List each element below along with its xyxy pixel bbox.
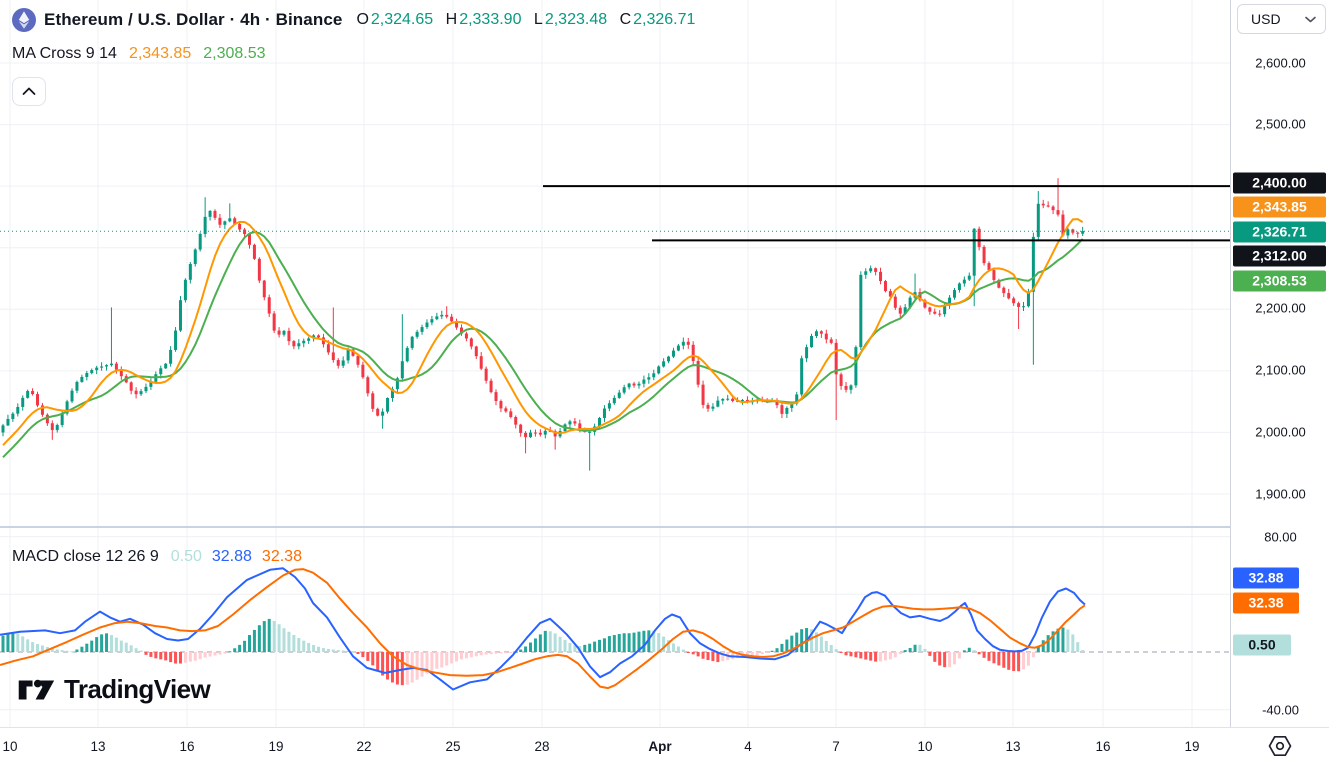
ma-slow-value: 2,308.53 bbox=[203, 45, 266, 62]
tradingview-logo[interactable]: TradingView bbox=[17, 674, 211, 705]
ethereum-icon bbox=[12, 8, 36, 32]
macd-legend[interactable]: MACD close 12 26 9 0.50 32.88 32.38 bbox=[12, 547, 302, 567]
price-axis-label: 2,000.00 bbox=[1255, 424, 1306, 440]
ma-cross-legend[interactable]: MA Cross 9 14 2,343.85 2,308.53 bbox=[12, 44, 266, 64]
open-label: O bbox=[356, 11, 369, 28]
tradingview-logo-icon bbox=[18, 679, 55, 699]
close-value: 2,326.71 bbox=[633, 11, 696, 28]
price-axis-label: 2,200.00 bbox=[1255, 300, 1306, 316]
collapse-legend-button[interactable] bbox=[12, 77, 46, 106]
time-axis-label: 13 bbox=[90, 739, 106, 754]
price-badge: 2,400.00 bbox=[1233, 172, 1326, 194]
price-axis-label: 80.00 bbox=[1264, 529, 1297, 545]
price-badge: 2,326.71 bbox=[1233, 221, 1326, 243]
currency-label: USD bbox=[1251, 11, 1281, 27]
ohlc-values: O 2,324.65 H 2,333.90 L 2,323.48 C 2,326.71 bbox=[356, 11, 697, 29]
macd-hist-value: 0.50 bbox=[170, 548, 202, 565]
pane-separator[interactable] bbox=[0, 526, 1329, 528]
price-axis-label: 2,500.00 bbox=[1255, 116, 1306, 132]
price-badge: 2,343.85 bbox=[1233, 196, 1326, 218]
time-axis-label: 19 bbox=[268, 739, 284, 754]
time-axis-label: 10 bbox=[2, 739, 18, 754]
price-axis-label: -40.00 bbox=[1262, 702, 1299, 718]
currency-dropdown[interactable]: USD bbox=[1237, 4, 1326, 34]
time-axis-label: 25 bbox=[445, 739, 461, 754]
tradingview-logo-text: TradingView bbox=[64, 674, 211, 704]
macd-line-value: 32.88 bbox=[211, 548, 252, 565]
price-axis-label: 2,600.00 bbox=[1255, 55, 1306, 71]
price-badge: 2,308.53 bbox=[1233, 270, 1326, 292]
time-axis-settings-button[interactable] bbox=[1265, 731, 1295, 761]
low-label: L bbox=[533, 11, 543, 28]
price-axis[interactable]: USD 2,600.00 2,500.00 2,200.00 2,100.00 2,00… bbox=[1230, 0, 1329, 769]
high-label: H bbox=[445, 11, 458, 28]
time-axis-label: 16 bbox=[179, 739, 195, 754]
time-axis-label: 28 bbox=[534, 739, 550, 754]
time-axis-label: 10 bbox=[917, 739, 933, 754]
macd-label: MACD close 12 26 9 bbox=[12, 548, 159, 565]
time-axis-label: 7 bbox=[832, 739, 840, 754]
price-axis-label: 1,900.00 bbox=[1255, 486, 1306, 502]
close-label: C bbox=[619, 11, 632, 28]
macd-signal-value: 32.38 bbox=[261, 548, 302, 565]
open-value: 2,324.65 bbox=[370, 11, 434, 28]
low-value: 2,323.48 bbox=[544, 11, 608, 28]
symbol-title[interactable]: Ethereum / U.S. Dollar · 4h · Binance bbox=[44, 10, 343, 29]
time-axis-label: 19 bbox=[1184, 739, 1200, 754]
time-axis[interactable]: 10 13 16 19 22 25 28 Apr 4 7 10 13 16 19 bbox=[0, 727, 1329, 770]
time-axis-label: 16 bbox=[1095, 739, 1111, 754]
chevron-down-icon bbox=[1305, 16, 1316, 22]
ma-fast-value: 2,343.85 bbox=[128, 45, 192, 62]
ma-cross-label: MA Cross 9 14 bbox=[12, 45, 117, 62]
high-value: 2,333.90 bbox=[459, 11, 522, 28]
price-badge: 0.50 bbox=[1233, 634, 1291, 656]
time-axis-label: 13 bbox=[1005, 739, 1021, 754]
hexagon-settings-icon bbox=[1268, 735, 1292, 757]
chevron-up-icon bbox=[22, 87, 36, 95]
price-axis-label: 2,100.00 bbox=[1255, 362, 1306, 378]
time-axis-label: 22 bbox=[356, 739, 372, 754]
price-badge: 2,312.00 bbox=[1233, 245, 1326, 267]
price-badge: 32.88 bbox=[1233, 567, 1299, 589]
price-badge: 32.38 bbox=[1233, 592, 1299, 614]
time-axis-label: Apr bbox=[648, 739, 672, 754]
time-axis-label: 4 bbox=[744, 739, 752, 754]
